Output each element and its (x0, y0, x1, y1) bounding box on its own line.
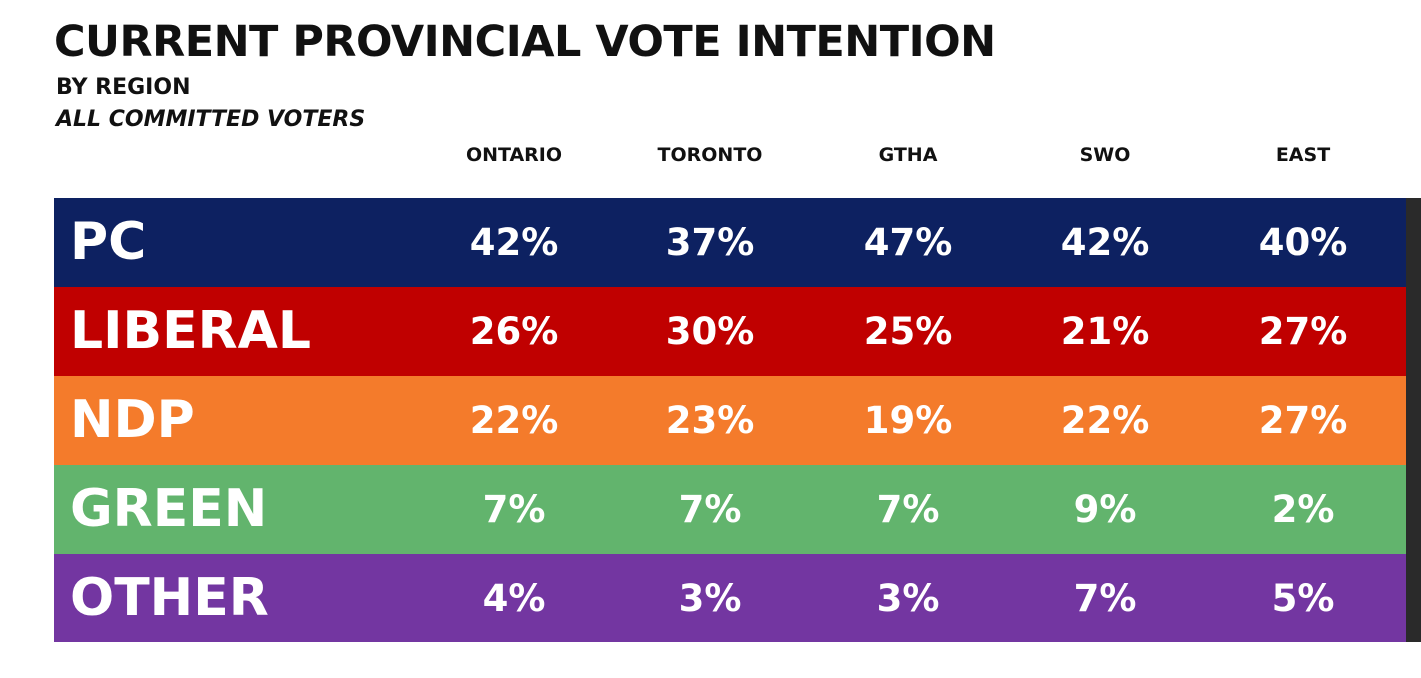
table-cell: 26% (469, 310, 559, 353)
page-subtitle: BY REGION (56, 75, 191, 100)
right-edge-divider (1406, 198, 1421, 642)
table-cell: 42% (1060, 221, 1150, 264)
table-cell: 9% (1073, 488, 1137, 531)
column-header-ontario: ONTARIO (465, 144, 563, 166)
column-header-toronto: TORONTO (657, 144, 763, 166)
table-cell: 7% (678, 488, 742, 531)
table-cell: 3% (678, 577, 742, 620)
table-cell: 37% (665, 221, 755, 264)
page-title: CURRENT PROVINCIAL VOTE INTENTION (54, 17, 996, 67)
party-label-other: OTHER (70, 568, 269, 628)
column-header-swo: SWO (1079, 144, 1131, 166)
table-row-pc: PC 42% 37% 47% 42% 40% (54, 198, 1406, 287)
column-header-east: EAST (1275, 144, 1331, 166)
party-label-ndp: NDP (70, 390, 195, 450)
table-cell: 23% (665, 399, 755, 442)
table-cell: 42% (469, 221, 559, 264)
table-row-green: GREEN 7% 7% 7% 9% 2% (54, 465, 1406, 554)
table-cell: 27% (1258, 310, 1348, 353)
table-cell: 25% (863, 310, 953, 353)
table-cell: 7% (876, 488, 940, 531)
table-cell: 22% (1060, 399, 1150, 442)
table-cell: 5% (1271, 577, 1335, 620)
table-cell: 7% (482, 488, 546, 531)
table-cell: 3% (876, 577, 940, 620)
table-cell: 7% (1073, 577, 1137, 620)
table-cell: 21% (1060, 310, 1150, 353)
column-header-gtha: GTHA (878, 144, 938, 166)
table-cell: 40% (1258, 221, 1348, 264)
party-label-green: GREEN (70, 479, 268, 539)
page-subtitle-voters: ALL COMMITTED VOTERS (56, 107, 366, 132)
table-cell: 27% (1258, 399, 1348, 442)
table-cell: 47% (863, 221, 953, 264)
table-cell: 4% (482, 577, 546, 620)
vote-intention-table: PC 42% 37% 47% 42% 40% LIBERAL 26% 30% 2… (54, 198, 1406, 642)
table-cell: 22% (469, 399, 559, 442)
table-row-other: OTHER 4% 3% 3% 7% 5% (54, 554, 1406, 642)
table-row-liberal: LIBERAL 26% 30% 25% 21% 27% (54, 287, 1406, 376)
table-row-ndp: NDP 22% 23% 19% 22% 27% (54, 376, 1406, 465)
party-label-pc: PC (70, 212, 147, 272)
table-cell: 30% (665, 310, 755, 353)
table-cell: 19% (863, 399, 953, 442)
table-cell: 2% (1271, 488, 1335, 531)
party-label-liberal: LIBERAL (70, 301, 312, 361)
